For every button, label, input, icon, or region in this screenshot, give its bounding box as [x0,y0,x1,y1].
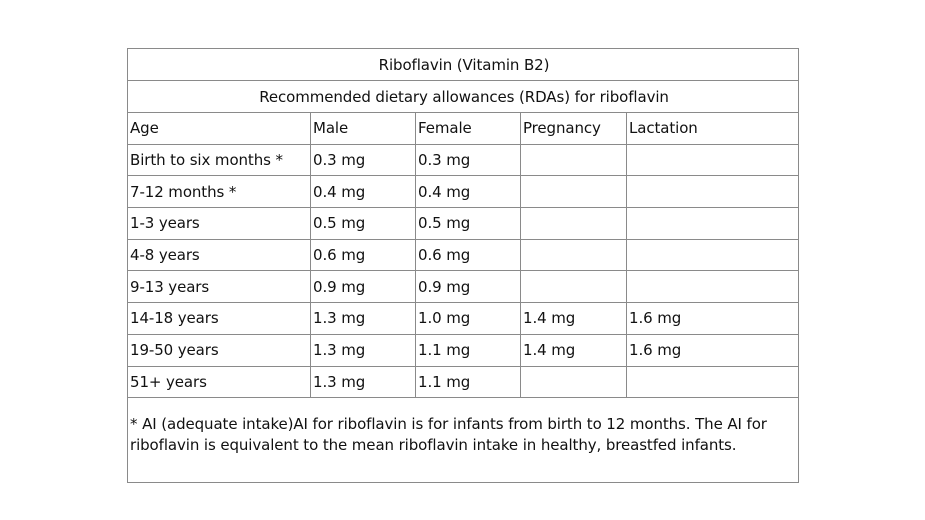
table-subtitle: Recommended dietary allowances (RDAs) fo… [126,80,800,113]
table-row: 9-13 years 0.9 mg 0.9 mg [127,270,800,304]
header-pregnancy: Pregnancy [520,112,627,145]
cell-lactation: 1.6 mg [625,302,800,335]
header-lactation: Lactation [625,112,800,145]
table-row: 51+ years 1.3 mg 1.1 mg [127,365,800,399]
header-male: Male [310,112,416,145]
header-row: Age Male Female Pregnancy Lactation [127,112,800,145]
cell-female: 0.9 mg [415,270,521,304]
header-age: Age [127,112,311,145]
cell-male: 0.5 mg [310,207,416,240]
cell-female: 1.0 mg [415,302,521,335]
cell-male: 0.4 mg [310,175,416,209]
cell-pregnancy [520,207,627,240]
cell-age: 4-8 years [127,238,311,272]
cell-female: 0.3 mg [415,143,521,177]
cell-age: Birth to six months * [127,143,311,177]
cell-age: 51+ years [127,365,311,399]
cell-pregnancy [520,270,627,304]
table-row: 14-18 years 1.3 mg 1.0 mg 1.4 mg 1.6 mg [127,302,800,335]
cell-pregnancy [520,175,627,209]
cell-lactation: 1.6 mg [625,333,800,367]
cell-male: 1.3 mg [310,302,416,335]
table-row: Birth to six months * 0.3 mg 0.3 mg [127,143,800,177]
cell-male: 0.9 mg [310,270,416,304]
cell-male: 0.6 mg [310,238,416,272]
cell-age: 7-12 months * [127,175,311,209]
cell-lactation [625,143,800,177]
cell-male: 1.3 mg [310,365,416,399]
cell-age: 19-50 years [127,333,311,367]
cell-pregnancy [520,143,627,177]
cell-lactation [625,207,800,240]
cell-lactation [625,238,800,272]
cell-pregnancy: 1.4 mg [520,302,627,335]
subtitle-row: Recommended dietary allowances (RDAs) fo… [126,80,800,113]
header-female: Female [415,112,521,145]
table-row: 19-50 years 1.3 mg 1.1 mg 1.4 mg 1.6 mg [127,333,800,367]
table-row: 7-12 months * 0.4 mg 0.4 mg [127,175,800,209]
cell-pregnancy [520,365,627,399]
cell-female: 0.4 mg [415,175,521,209]
cell-pregnancy: 1.4 mg [520,333,627,367]
cell-female: 1.1 mg [415,333,521,367]
cell-lactation [625,270,800,304]
cell-female: 0.5 mg [415,207,521,240]
cell-age: 1-3 years [127,207,311,240]
table-title: Riboflavin (Vitamin B2) [126,48,800,81]
table-footnote: * AI (adequate intake)AI for riboflavin … [126,397,800,484]
table-row: 4-8 years 0.6 mg 0.6 mg [127,238,800,272]
cell-age: 14-18 years [127,302,311,335]
cell-pregnancy [520,238,627,272]
cell-male: 0.3 mg [310,143,416,177]
cell-age: 9-13 years [127,270,311,304]
cell-lactation [625,365,800,399]
riboflavin-rda-table: Riboflavin (Vitamin B2) Recommended diet… [126,48,800,484]
cell-female: 1.1 mg [415,365,521,399]
footnote-row: * AI (adequate intake)AI for riboflavin … [126,397,800,484]
cell-lactation [625,175,800,209]
cell-female: 0.6 mg [415,238,521,272]
table-row: 1-3 years 0.5 mg 0.5 mg [127,207,800,240]
cell-male: 1.3 mg [310,333,416,367]
title-row: Riboflavin (Vitamin B2) [126,48,800,81]
